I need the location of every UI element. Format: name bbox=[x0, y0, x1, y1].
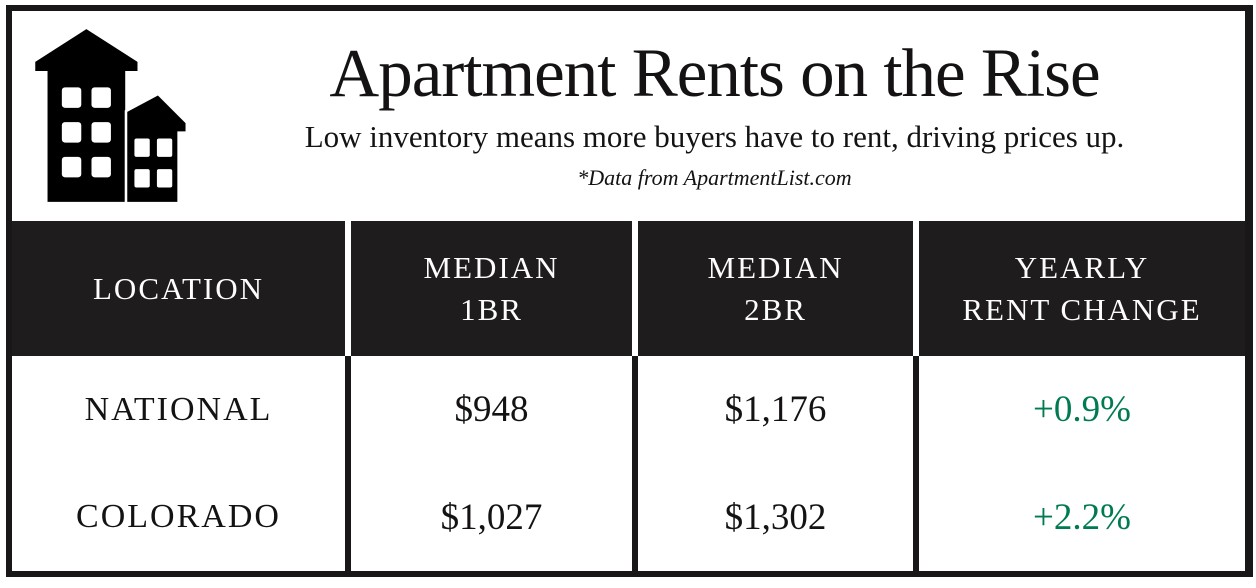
table-body: NATIONAL $948 $1,176 +0.9% COLORADO $1,0… bbox=[12, 356, 1245, 571]
column-header-line: 2BR bbox=[744, 291, 807, 327]
column-header-line: 1BR bbox=[460, 291, 523, 327]
page-title: Apartment Rents on the Rise bbox=[329, 35, 1100, 112]
column-header-median-2br: MEDIAN 2BR bbox=[632, 221, 913, 356]
subtitle: Low inventory means more buyers have to … bbox=[304, 118, 1125, 154]
masthead-text: Apartment Rents on the Rise Low inventor… bbox=[198, 37, 1245, 191]
column-header-location: LOCATION bbox=[12, 221, 345, 356]
cell-national-rent-change: +0.9% bbox=[913, 356, 1245, 464]
cell-colorado-median-1br: $1,027 bbox=[345, 463, 632, 571]
apartment-buildings-icon bbox=[32, 24, 198, 208]
column-header-yearly-rent-change: YEARLY RENT CHANGE bbox=[913, 221, 1245, 356]
cell-colorado-rent-change: +2.2% bbox=[913, 463, 1245, 571]
cell-colorado-location: COLORADO bbox=[76, 498, 281, 536]
column-header-line: LOCATION bbox=[93, 270, 264, 306]
column-header-line: MEDIAN bbox=[707, 249, 844, 285]
outer-frame: Apartment Rents on the Rise Low inventor… bbox=[6, 5, 1253, 577]
cell-national-median-1br: $948 bbox=[345, 356, 632, 464]
table-header-row: LOCATION MEDIAN 1BR MEDIAN 2BR YEARLY RE… bbox=[12, 221, 1245, 356]
column-header-median-1br: MEDIAN 1BR bbox=[345, 221, 632, 356]
cell-national-location: NATIONAL bbox=[84, 390, 273, 428]
source-note: *Data from ApartmentList.com bbox=[577, 164, 852, 190]
column-header-line: MEDIAN bbox=[423, 249, 560, 285]
cell-colorado-median-2br: $1,302 bbox=[632, 463, 913, 571]
cell-national-median-2br: $1,176 bbox=[632, 356, 913, 464]
column-header-line: YEARLY bbox=[1014, 249, 1150, 285]
column-header-line: RENT CHANGE bbox=[962, 291, 1202, 327]
masthead: Apartment Rents on the Rise Low inventor… bbox=[12, 11, 1245, 221]
